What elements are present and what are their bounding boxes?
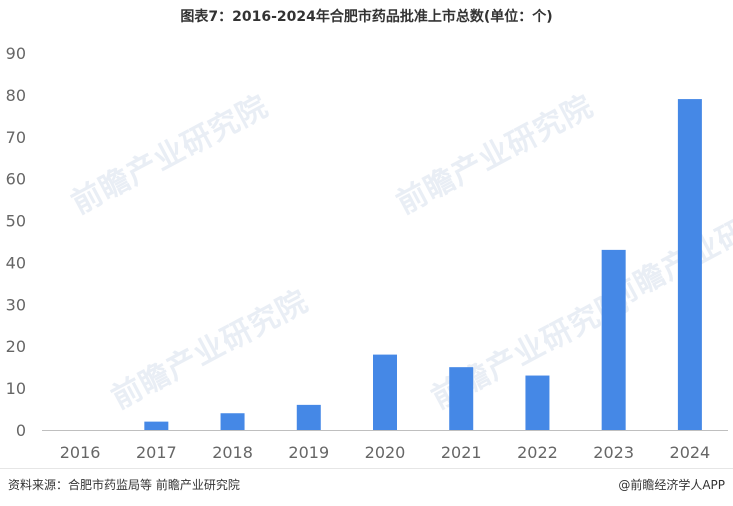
bar-2024: [677, 99, 702, 431]
x-tick-label: 2019: [288, 443, 329, 462]
x-tick-label: 2021: [441, 443, 482, 462]
y-tick-label: 30: [6, 295, 26, 314]
x-tick-label: 2016: [60, 443, 101, 462]
y-tick-label: 10: [6, 379, 26, 398]
bar-2020: [373, 354, 397, 430]
x-tick-label: 2024: [670, 443, 711, 462]
brand-credit: @前瞻经济学人APP: [618, 478, 725, 492]
bar-2021: [449, 367, 474, 430]
x-tick-label: 2023: [593, 443, 634, 462]
y-tick-label: 90: [6, 44, 26, 63]
bar-2018: [220, 413, 245, 430]
chart-title: 图表7：2016-2024年合肥市药品批准上市总数(单位：个): [180, 9, 553, 25]
y-tick-label: 50: [6, 212, 26, 231]
bar-2023: [601, 249, 626, 430]
x-tick-label: 2020: [365, 443, 406, 462]
bar-2017: [144, 421, 169, 430]
y-tick-label: 80: [6, 86, 26, 105]
y-tick-label: 60: [6, 170, 26, 189]
x-tick-label: 2017: [136, 443, 177, 462]
bar-chart: 0 10 20 30 40 50 60 70 80 90 2016 2017 2018 2019 2020 2…: [6, 44, 728, 462]
y-tick-label: 40: [6, 253, 26, 272]
y-tick-label: 20: [6, 337, 26, 356]
bar-2019: [296, 404, 321, 430]
x-tick-label: 2022: [517, 443, 558, 462]
y-tick-label: 0: [16, 421, 26, 440]
source-note: 资料来源：合肥市药监局等 前瞻产业研究院: [8, 478, 240, 492]
y-tick-label: 70: [6, 128, 26, 147]
bar-2022: [525, 375, 550, 430]
x-tick-label: 2018: [212, 443, 253, 462]
footer-divider: [0, 468, 733, 469]
